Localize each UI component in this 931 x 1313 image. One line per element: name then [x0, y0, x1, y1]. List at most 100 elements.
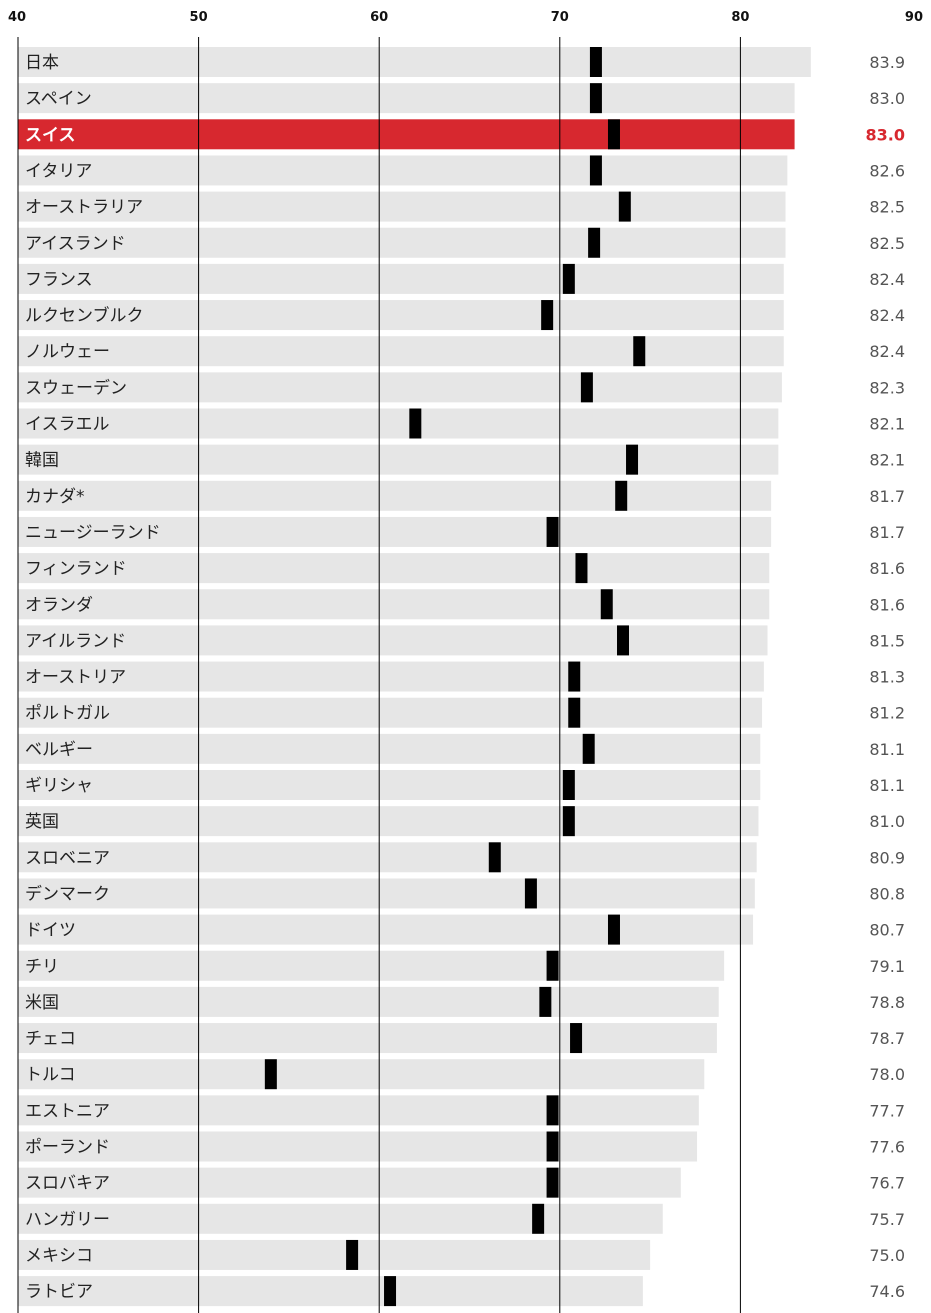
- value-label: 78.8: [869, 993, 905, 1012]
- category-label: 米国: [25, 993, 59, 1013]
- category-label: オーストラリア: [25, 198, 143, 218]
- value-label: 75.0: [869, 1246, 905, 1265]
- marker: [580, 372, 593, 403]
- bar: [18, 191, 786, 222]
- value-label: 82.1: [869, 451, 905, 470]
- x-tick-label: 90: [905, 10, 923, 25]
- marker: [384, 1276, 397, 1307]
- marker: [607, 914, 620, 945]
- marker: [546, 1095, 559, 1126]
- value-label: 81.2: [869, 704, 905, 723]
- bar: [18, 83, 795, 114]
- bar: [18, 733, 761, 764]
- category-label: チェコ: [25, 1029, 76, 1049]
- category-label: ハンガリー: [25, 1210, 110, 1230]
- value-label: 79.1: [869, 957, 905, 976]
- marker: [568, 661, 581, 692]
- category-label: デンマーク: [25, 883, 110, 904]
- category-label: オーストリア: [25, 668, 126, 688]
- marker: [600, 589, 613, 620]
- category-label: 英国: [25, 812, 59, 832]
- marker: [541, 300, 554, 331]
- value-label: 81.3: [869, 668, 905, 687]
- bar: [18, 950, 725, 981]
- marker: [532, 1203, 545, 1234]
- marker: [546, 950, 559, 981]
- text-layer: 日本 83.9 スペイン 83.0 スイス 83.0 イタリア 82.6 オーストラリア 82.5…: [25, 53, 905, 1302]
- value-label: 77.7: [869, 1101, 905, 1120]
- value-label: 75.7: [869, 1210, 905, 1229]
- bar: [18, 770, 761, 800]
- bar: [18, 1131, 698, 1162]
- bar: [18, 589, 770, 620]
- x-tick-label: 80: [731, 10, 749, 25]
- marker: [589, 155, 602, 186]
- value-label: 81.6: [869, 595, 905, 614]
- bar: [18, 661, 764, 692]
- bar: [18, 1239, 651, 1270]
- value-label: 78.0: [869, 1065, 905, 1084]
- marker: [570, 1023, 583, 1054]
- marker: [546, 1131, 559, 1162]
- category-label: ベルギー: [25, 740, 93, 760]
- category-label: フィンランド: [25, 559, 127, 579]
- value-label: 82.4: [869, 270, 905, 289]
- category-label: トルコ: [25, 1065, 76, 1085]
- value-label: 83.9: [869, 53, 905, 72]
- marker: [582, 733, 595, 764]
- value-label: 81.1: [869, 740, 905, 759]
- category-label: スイス: [25, 125, 76, 145]
- value-label: 78.7: [869, 1029, 905, 1048]
- value-label: 83.0: [869, 89, 905, 108]
- bar: [18, 914, 754, 945]
- marker-layer: [264, 47, 646, 1307]
- category-label: ルクセンブルク: [25, 305, 144, 326]
- value-label: 81.0: [869, 812, 905, 831]
- value-label: 80.7: [869, 921, 905, 940]
- category-label: ギリシャ: [25, 776, 93, 796]
- value-label: 74.6: [869, 1282, 905, 1301]
- category-label: チリ: [25, 957, 59, 977]
- x-tick-label: 60: [370, 10, 388, 25]
- value-label: 82.4: [869, 306, 905, 325]
- marker: [546, 1167, 559, 1198]
- value-label: 82.3: [869, 378, 905, 397]
- category-label: アイルランド: [25, 631, 126, 651]
- bar: [18, 697, 763, 728]
- marker: [409, 408, 422, 439]
- marker: [546, 516, 559, 547]
- marker: [264, 1059, 277, 1090]
- grid-layer: [17, 37, 741, 1313]
- marker: [575, 553, 588, 584]
- marker: [568, 697, 581, 728]
- marker: [617, 625, 630, 656]
- marker: [488, 842, 501, 873]
- bar: [18, 553, 770, 584]
- value-label: 81.7: [869, 487, 905, 506]
- bar: [18, 878, 755, 909]
- category-label: ノルウェー: [25, 342, 110, 362]
- value-label: 81.7: [869, 523, 905, 542]
- value-label: 82.4: [869, 342, 905, 361]
- category-label: エストニア: [25, 1101, 110, 1121]
- category-label: スロベニア: [25, 848, 110, 868]
- category-label: アイスランド: [25, 234, 126, 254]
- bar: [18, 806, 759, 837]
- value-label: 80.8: [869, 884, 905, 903]
- category-label: ラトビア: [25, 1282, 93, 1302]
- bar: [18, 372, 782, 403]
- bar: [18, 1167, 681, 1198]
- bar: [18, 155, 788, 186]
- marker: [524, 878, 537, 909]
- bar: [18, 300, 784, 331]
- marker: [607, 119, 620, 150]
- value-label: 76.7: [869, 1174, 905, 1193]
- bar: [18, 1059, 705, 1090]
- marker: [562, 263, 575, 294]
- bar: [18, 336, 784, 367]
- bar: [18, 842, 757, 873]
- category-label: ポーランド: [25, 1138, 110, 1158]
- x-tick-label: 70: [551, 10, 569, 25]
- category-label: ポルトガル: [25, 704, 110, 724]
- category-label: オランダ: [25, 595, 93, 615]
